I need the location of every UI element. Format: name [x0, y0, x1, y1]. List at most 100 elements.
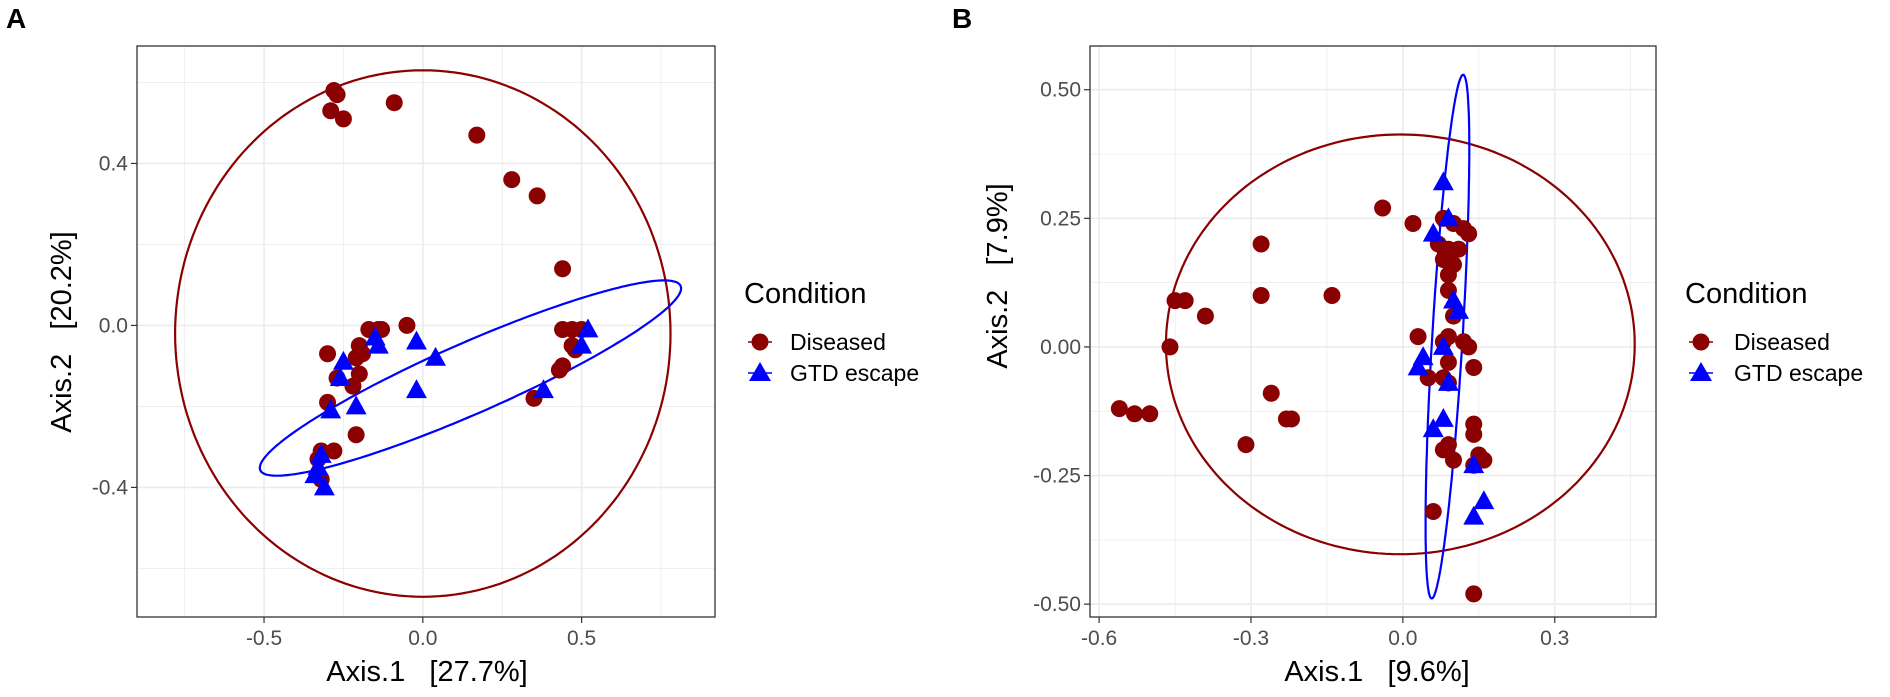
panel-b-x-tick-label: -0.6 — [1081, 627, 1117, 650]
panel-a-diseased-point — [334, 110, 352, 128]
panel-a-gtd-escape-point — [310, 444, 332, 463]
panel-b-plot-frame — [1089, 45, 1657, 618]
panel-b-diseased-point — [1404, 214, 1422, 232]
panel-a-gtd-escape-point — [304, 464, 326, 484]
panel-a-gtd-escape-point — [406, 379, 427, 399]
panel-a-y-tick-label: 0.4 — [99, 152, 129, 175]
panel-b-diseased-point — [1439, 266, 1457, 284]
panel-b-diseased-point — [1126, 405, 1144, 423]
panel-b-gtd-escape-point — [1432, 407, 1454, 427]
panel-b-x-axis-title: Axis.1 [9.6%] — [1284, 656, 1469, 688]
panel-b-legend: Condition Diseased GTD escape — [1685, 278, 1863, 386]
panel-b-diseased-point — [1176, 292, 1194, 310]
panel-a-ellipses — [173, 69, 683, 598]
panel-a-gtd-escape-point — [345, 395, 367, 415]
panel-b-diseased-point — [1110, 400, 1128, 418]
panel-a-x-tick-label: -0.5 — [246, 627, 282, 650]
panel-a-gtd-escape-point — [367, 334, 389, 354]
panel-b-diseased-point — [1424, 503, 1442, 521]
panel-a-letter: A — [6, 3, 26, 34]
panel-b-ticks: -0.6 -0.3 0.0 0.3 -0.50 -0.25 0.00 0.25 0.50 — [1033, 79, 1569, 650]
panel-a-legend-diseased-label: Diseased — [790, 329, 886, 355]
panel-a-gtd-escape-point — [320, 399, 342, 419]
panel-b-gtd-escape-point — [1463, 454, 1485, 474]
panel-b-gtd-escape-point — [1432, 335, 1454, 355]
panel-b-diseased-point — [1465, 425, 1483, 443]
panel-a-y-tick-label: 0.0 — [99, 314, 128, 337]
panel-b-diseased-point — [1282, 410, 1300, 428]
panel-a-diseased-point — [325, 442, 343, 460]
panel-b-gtd-escape-point — [1463, 505, 1485, 525]
panel-a-x-axis-title: Axis.1 [27.7%] — [326, 656, 528, 688]
panel-a-legend-diseased-circle-icon — [751, 333, 769, 351]
panel-a-diseased-point — [528, 187, 546, 205]
panel-b-diseased-point — [1444, 451, 1462, 469]
panel-b-gtd-escape-point — [1473, 490, 1495, 510]
panel-a-plot-frame — [136, 45, 716, 618]
panel-b-diseased-point — [1460, 338, 1478, 356]
panel-b-gtd-escape-point — [1422, 222, 1444, 242]
panel-b-diseased-point — [1323, 286, 1341, 304]
panel-b-gtd-escape-point — [1437, 371, 1459, 391]
panel-a-legend-gtd-label: GTD escape — [790, 360, 919, 386]
panel-b-gtd-escape-point — [1407, 356, 1429, 376]
panel-a-diseased-point — [328, 86, 346, 104]
panel-b-diseased-point — [1475, 451, 1493, 469]
panel-b-legend-gtd-label: GTD escape — [1734, 360, 1863, 386]
panel-a-y-axis-title: Axis.2 [20.2%] — [46, 231, 78, 433]
panel-a-diseased-point — [319, 345, 337, 363]
panel-a-gtd-escape-ellipse — [258, 279, 683, 477]
panel-b-diseased-point — [1252, 235, 1270, 253]
panel-b-y-tick-label: -0.50 — [1033, 593, 1081, 616]
panel-b-legend-diseased-label: Diseased — [1734, 329, 1830, 355]
panel-a-gtd-escape-point — [332, 350, 354, 370]
panel-a-points — [304, 82, 599, 496]
panel-b-diseased-point — [1237, 436, 1255, 454]
panel-a-gtd-escape-point — [406, 330, 427, 350]
panel-a-gtd-escape-point — [571, 334, 593, 354]
panel-a-legend-title: Condition — [744, 278, 867, 310]
panel-b-gtd-escape-point — [1422, 418, 1444, 438]
panel-b: B -0.6 -0.3 0.0 0.3 -0.50 -0.25 0.00 0.25 0.50 A… — [952, 3, 1863, 688]
panel-a-diseased-point — [385, 94, 403, 112]
panel-b-x-tick-label: 0.3 — [1540, 627, 1569, 650]
panel-a: A -0.5 0.0 0.5 -0.4 0.0 0.4 Axis.1 [27.7%] Ax… — [6, 3, 919, 688]
panel-b-letter: B — [952, 3, 972, 34]
panel-b-legend-diseased-circle-icon — [1692, 333, 1710, 351]
panel-a-diseased-point — [503, 171, 521, 189]
panel-b-y-tick-label: 0.50 — [1040, 79, 1081, 102]
panel-b-gtd-escape-point — [1432, 171, 1454, 191]
panel-b-diseased-point — [1141, 405, 1159, 423]
panel-b-diseased-point — [1439, 353, 1457, 371]
panel-b-gtd-escape-point — [1448, 299, 1470, 319]
panel-a-legend: Condition Diseased GTD escape — [744, 278, 919, 386]
panel-b-diseased-point — [1409, 328, 1427, 346]
panel-a-gtd-escape-point — [533, 379, 554, 399]
panel-a-diseased-point — [347, 426, 365, 444]
panel-a-diseased-point — [322, 102, 340, 120]
panel-b-diseased-point — [1252, 286, 1270, 304]
panel-b-diseased-point — [1196, 307, 1214, 325]
panel-b-diseased-point — [1460, 225, 1478, 243]
panel-b-legend-gtd-triangle-icon — [1690, 362, 1712, 381]
panel-a-diseased-ellipse — [173, 69, 672, 598]
panel-b-diseased-point — [1262, 384, 1280, 402]
panel-a-diseased-point — [554, 260, 572, 278]
panel-b-diseased-point — [1161, 338, 1179, 356]
panel-b-legend-title: Condition — [1685, 278, 1808, 310]
panel-a-diseased-point — [468, 126, 486, 144]
panel-a-gtd-escape-point — [329, 367, 351, 386]
panel-b-x-tick-label: -0.3 — [1233, 627, 1269, 650]
panel-a-x-tick-label: 0.0 — [408, 627, 437, 650]
panel-a-diseased-point — [344, 377, 362, 395]
panel-a-diseased-point — [347, 349, 365, 367]
panel-b-y-tick-label: -0.25 — [1033, 465, 1081, 488]
panel-b-diseased-point — [1465, 585, 1483, 603]
panel-b-y-tick-label: 0.00 — [1040, 336, 1081, 359]
panel-a-gtd-escape-point — [313, 476, 335, 496]
panel-b-grid — [1090, 46, 1656, 617]
panel-b-points — [1110, 171, 1495, 603]
panel-b-diseased-point — [1465, 359, 1483, 377]
panel-b-gtd-escape-ellipse — [1424, 73, 1471, 600]
